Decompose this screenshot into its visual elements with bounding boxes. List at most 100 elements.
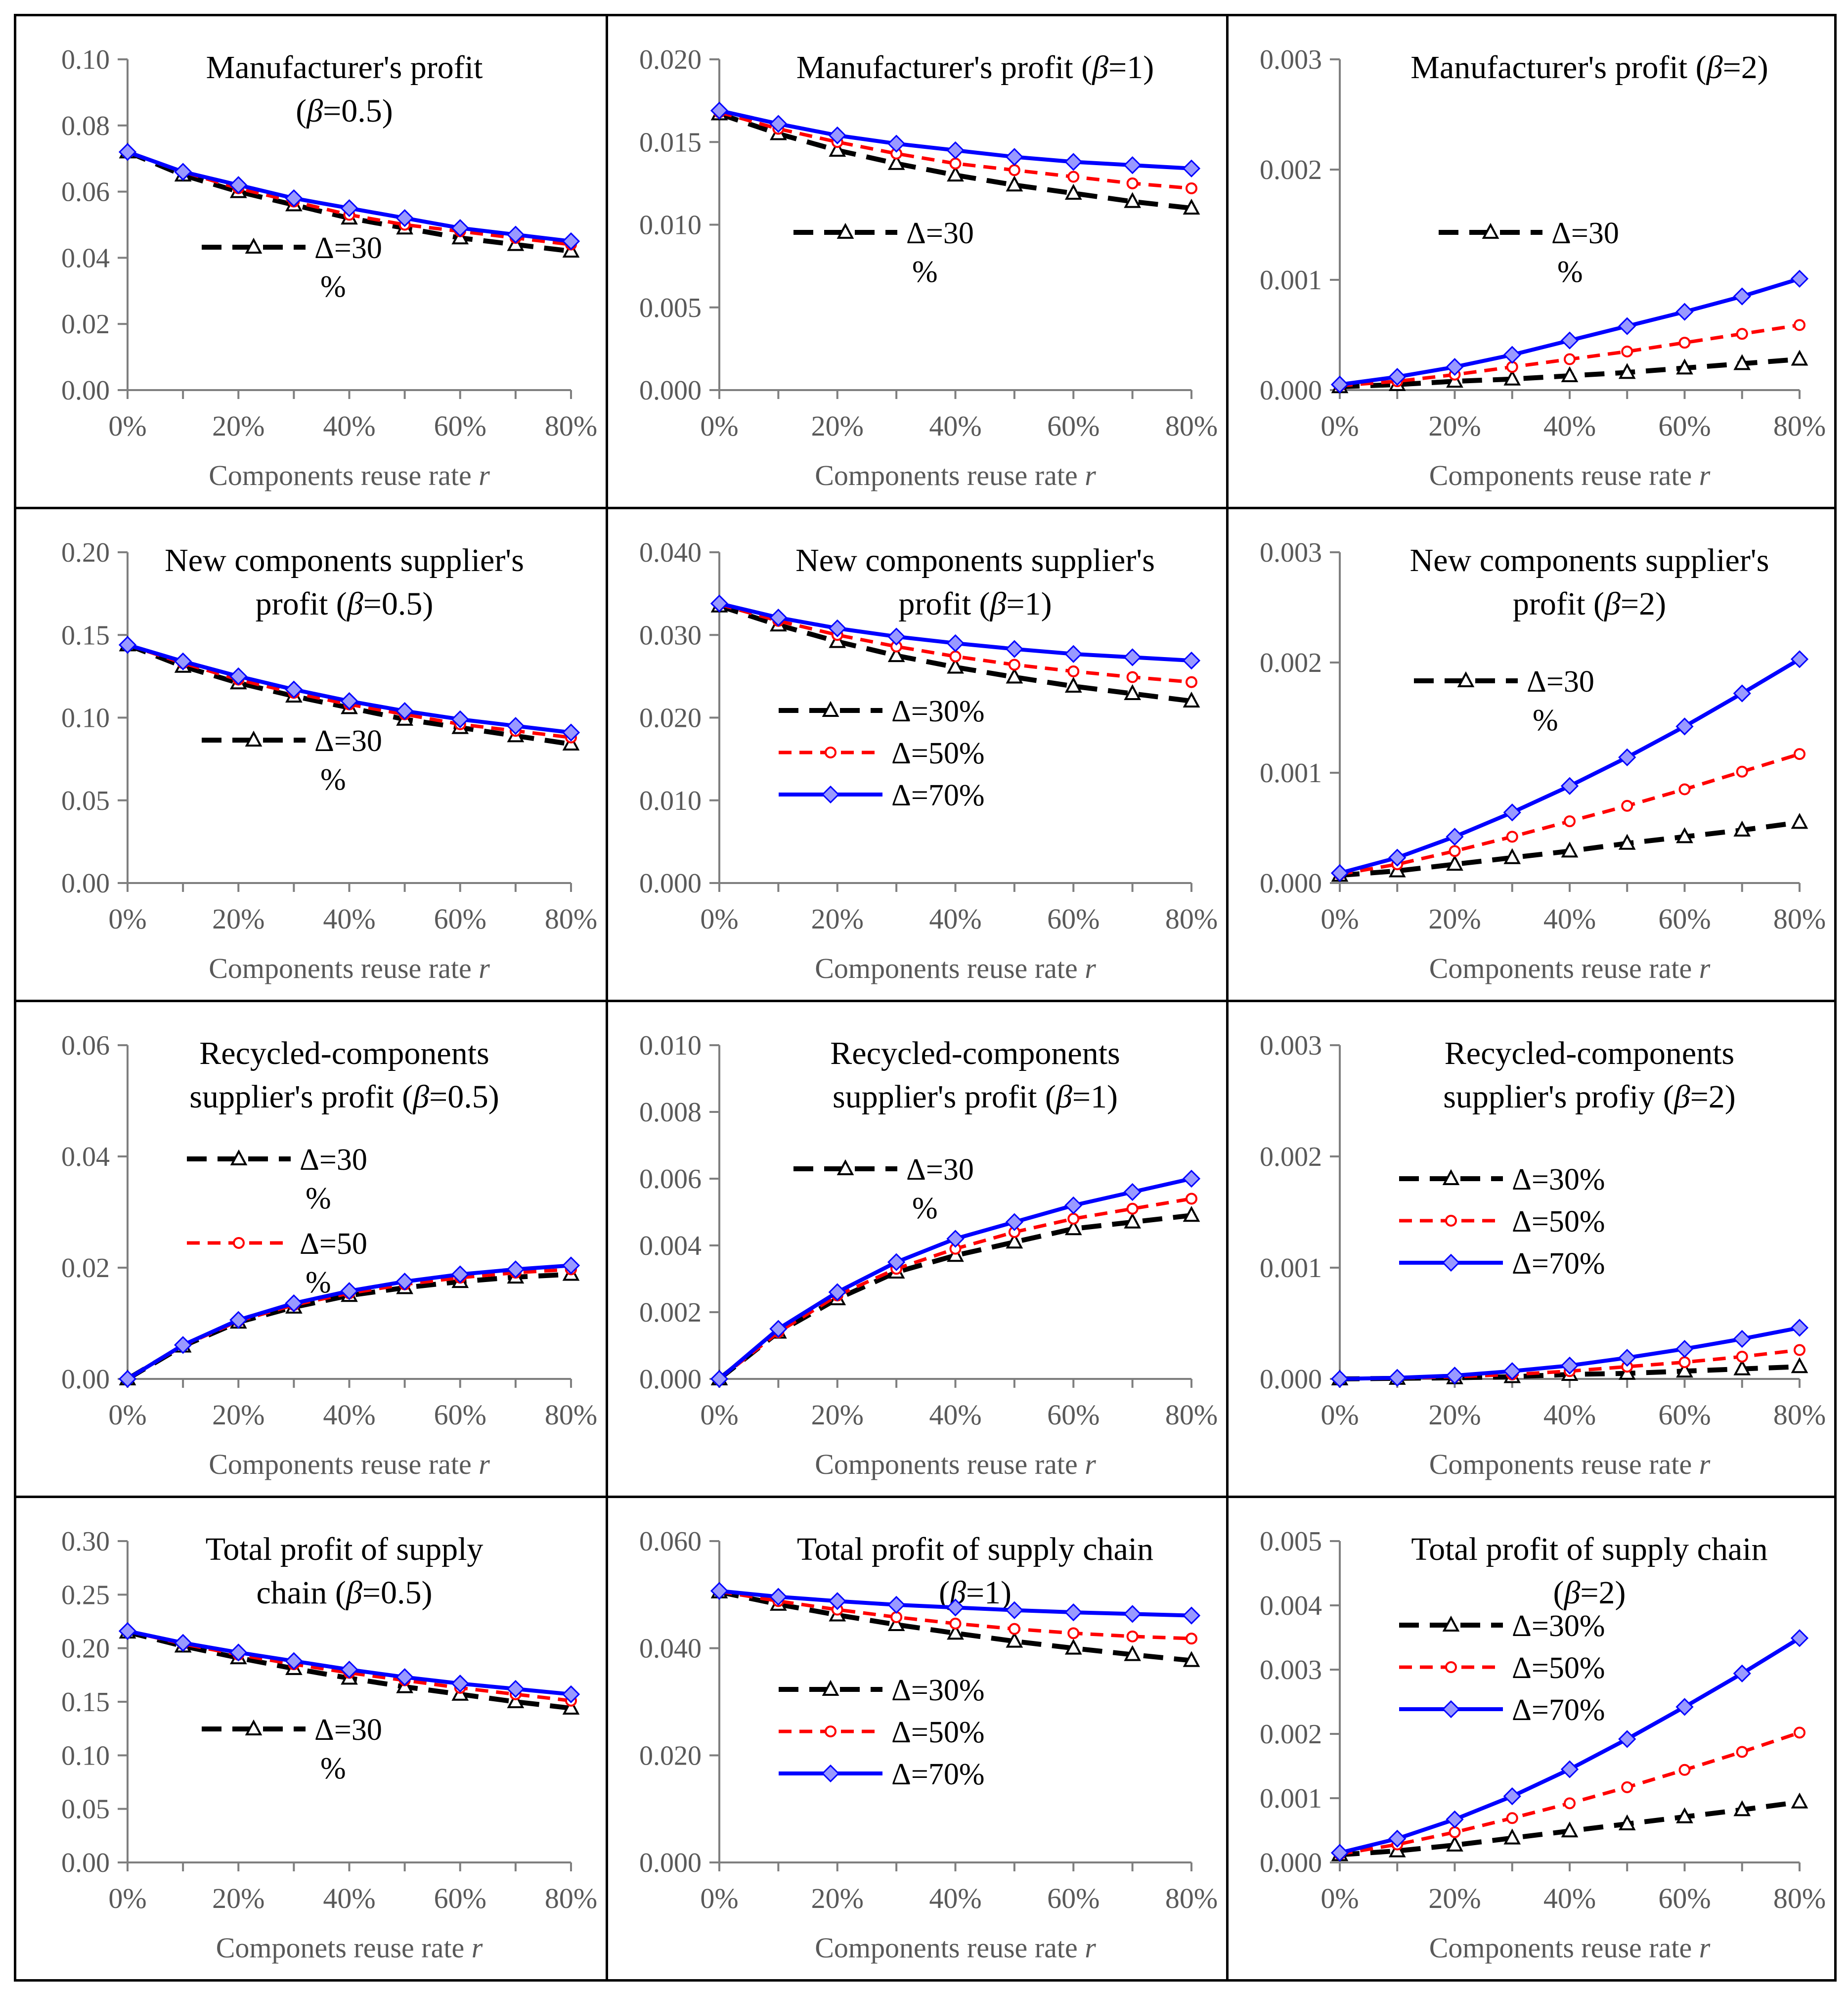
legend-marker xyxy=(1482,222,1499,239)
y-tick-label: 0.003 xyxy=(1260,537,1322,568)
y-tick-label: 0.02 xyxy=(61,309,110,340)
legend-label: Δ=70% xyxy=(891,779,984,812)
data-point xyxy=(1006,176,1023,192)
x-axis-label: Components reuse rate r xyxy=(209,1448,490,1480)
data-point xyxy=(1791,1792,1808,1809)
y-tick-label: 0.005 xyxy=(1260,1526,1322,1557)
data-point xyxy=(1064,1196,1083,1215)
data-point xyxy=(1449,845,1461,857)
y-tick-label: 0.004 xyxy=(1260,1591,1322,1621)
y-tick-label: 0.15 xyxy=(61,620,110,651)
x-tick-label: 80% xyxy=(545,1399,597,1431)
data-point xyxy=(1790,1319,1809,1337)
chart-title: Recycled-components xyxy=(1445,1035,1734,1071)
legend-label-wrap: % xyxy=(306,1266,331,1299)
data-point xyxy=(174,163,192,181)
legend-marker xyxy=(1445,1215,1457,1227)
chart-title: Total profit of supply chain xyxy=(797,1531,1153,1567)
x-tick-label: 40% xyxy=(1543,410,1596,442)
x-tick-label: 20% xyxy=(811,903,864,935)
y-tick-label: 0.020 xyxy=(639,44,702,75)
data-point xyxy=(174,1634,192,1652)
data-point xyxy=(229,176,248,194)
data-point xyxy=(1446,1367,1464,1385)
y-tick-label: 0.05 xyxy=(61,786,110,816)
chart-title: supplier's profiy (β=2) xyxy=(1443,1079,1736,1115)
data-point xyxy=(1618,1730,1636,1748)
legend: Δ=30% xyxy=(202,724,382,796)
chart-panel-5: 0.000 0.010 0.020 0.030 0.040 0% 20% 40% 60% 80% C… xyxy=(606,507,1226,1000)
x-tick-label: 40% xyxy=(323,1399,375,1431)
x-axis-label: Components reuse rate r xyxy=(1429,1448,1711,1480)
x-tick-label: 40% xyxy=(929,1399,981,1431)
data-point xyxy=(946,141,965,160)
x-tick-label: 60% xyxy=(434,410,486,442)
x-tick-label: 60% xyxy=(1658,903,1711,935)
data-point xyxy=(769,1320,788,1338)
y-tick-label: 0.040 xyxy=(639,1634,702,1664)
data-point xyxy=(1618,748,1636,766)
chart-title: Recycled-components xyxy=(830,1035,1120,1071)
chart-7: 0.00 0.02 0.04 0.06 0% 20% 40% 60% 80% Components… xyxy=(61,1030,597,1480)
data-point xyxy=(1064,1638,1082,1655)
chart-3: 0.000 0.001 0.002 0.003 0% 20% 40% 60% 80% Compon… xyxy=(1260,44,1826,491)
data-point xyxy=(1126,177,1139,189)
legend-label: Δ=50% xyxy=(1512,1651,1605,1685)
data-point xyxy=(1560,1760,1579,1778)
data-point xyxy=(506,717,525,735)
data-point xyxy=(1733,354,1751,370)
data-point xyxy=(1503,1828,1521,1845)
data-point xyxy=(1506,1812,1518,1824)
data-point xyxy=(1126,1630,1139,1642)
y-tick-label: 0.000 xyxy=(639,868,702,899)
data-point xyxy=(285,680,303,699)
legend-marker xyxy=(836,222,854,239)
x-axis-label: Components reuse rate r xyxy=(815,1932,1096,1964)
series-3 xyxy=(710,1582,1201,1625)
x-tick-label: 40% xyxy=(929,410,981,442)
data-point xyxy=(1790,1629,1809,1647)
y-tick-label: 0.004 xyxy=(639,1231,702,1261)
data-point xyxy=(1560,777,1579,795)
data-point xyxy=(451,1675,469,1693)
y-tick-label: 0.040 xyxy=(639,537,702,568)
legend-label-wrap: % xyxy=(320,763,346,796)
data-point xyxy=(1008,1623,1020,1635)
data-point xyxy=(1561,366,1579,383)
data-point xyxy=(1506,831,1518,843)
chart-title: Total profit of supply xyxy=(206,1531,484,1567)
legend-marker xyxy=(1442,1169,1460,1185)
data-point xyxy=(828,619,846,637)
series-line xyxy=(718,1590,1192,1663)
legend-label: Δ=70% xyxy=(891,1758,984,1791)
data-point xyxy=(946,634,965,653)
data-point xyxy=(1733,820,1751,837)
data-point xyxy=(1503,369,1521,386)
data-point xyxy=(1736,1351,1748,1363)
data-point xyxy=(1123,1605,1142,1623)
x-axis-label: Components reuse rate r xyxy=(1429,952,1711,984)
data-point xyxy=(1618,1814,1636,1830)
chart-5: 0.000 0.010 0.020 0.030 0.040 0% 20% 40% 60% 80% C… xyxy=(639,537,1218,984)
data-point xyxy=(506,1680,525,1698)
chart-panel-9: 0.000 0.001 0.002 0.003 0% 20% 40% 60% 80% Compon… xyxy=(1226,1000,1834,1496)
data-point xyxy=(1186,1633,1197,1645)
x-tick-label: 20% xyxy=(1428,410,1481,442)
x-tick-label: 20% xyxy=(811,1399,864,1431)
series-3 xyxy=(1330,269,1809,394)
data-point xyxy=(396,1273,414,1291)
data-point xyxy=(1618,834,1636,850)
y-tick-label: 0.002 xyxy=(1260,1719,1322,1750)
legend-label-wrap: % xyxy=(1557,255,1583,289)
data-point xyxy=(1503,803,1521,822)
y-tick-label: 0.04 xyxy=(61,243,110,273)
data-point xyxy=(1008,659,1020,671)
y-tick-label: 0.001 xyxy=(1260,1783,1322,1814)
data-point xyxy=(949,650,962,663)
data-point xyxy=(285,1652,303,1670)
x-tick-label: 0% xyxy=(700,1399,738,1431)
y-tick-label: 0.00 xyxy=(61,1848,110,1878)
chart-panel-4: 0.00 0.05 0.10 0.15 0.20 0% 20% 40% 60% 80% Compon… xyxy=(14,507,606,1000)
data-point xyxy=(1064,1219,1082,1236)
y-tick-label: 0.006 xyxy=(639,1164,702,1195)
